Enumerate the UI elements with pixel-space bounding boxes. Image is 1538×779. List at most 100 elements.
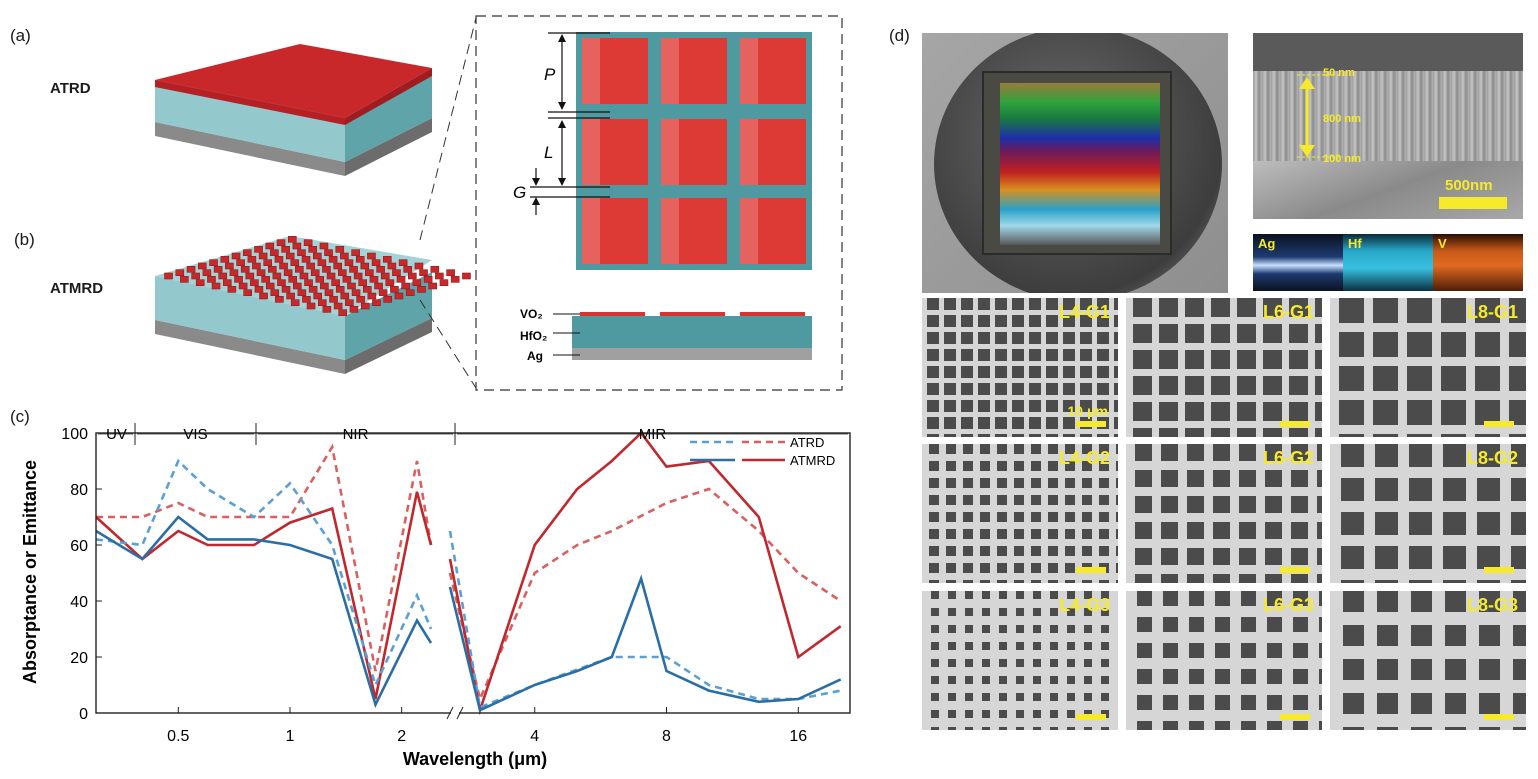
vo2-pillar	[435, 272, 444, 280]
eds-hf-map	[1343, 234, 1433, 291]
vo2-pillar	[356, 296, 365, 303]
sem-scale-bar	[1076, 567, 1106, 573]
x-tick-label: 0.5	[167, 728, 189, 745]
vo2-pillar	[276, 239, 286, 246]
vo2-pillar	[405, 289, 415, 296]
x-tick-label: 1	[286, 728, 295, 745]
vo2-pillar	[360, 262, 370, 270]
vo2-pillar	[211, 282, 221, 290]
eds-maps: Ag Hf V	[1253, 234, 1523, 291]
sem-tile-label: L4-G3	[1058, 595, 1110, 615]
sem-pattern	[1126, 444, 1322, 583]
vo2-pillar	[191, 272, 200, 280]
thickness-annotation	[1297, 74, 1507, 209]
vo2-segment-1	[580, 312, 645, 316]
vo2-pillar	[303, 239, 313, 246]
x-tick-label: 16	[789, 728, 807, 745]
vo2-pillar	[242, 249, 252, 256]
vo2-pillar	[324, 289, 334, 296]
vo2-pillar-array	[164, 236, 471, 316]
vo2-pillar	[396, 276, 406, 283]
vo2-pillar	[272, 272, 282, 280]
vo2-pillar	[372, 299, 381, 306]
sem-tile-label: L6-G1	[1262, 302, 1314, 322]
vo2-pillar	[281, 286, 291, 293]
sem-scale-bar	[1484, 714, 1514, 720]
unit-cell-highlight	[582, 119, 600, 185]
axis-break-gap	[451, 707, 459, 719]
vo2-pillar	[390, 286, 399, 293]
sem-tile-l8-g2: L8-G2	[1330, 444, 1526, 583]
sem-cross-section: 50 nm 800 nm 100 nm 500nm	[1253, 33, 1523, 219]
vo2-pillar	[175, 269, 185, 276]
vo2-pillar	[378, 289, 388, 296]
unit-cell-highlight	[661, 198, 679, 264]
substrate	[1253, 161, 1523, 219]
zoom-line-top	[419, 17, 477, 241]
vo2-pillar	[267, 266, 277, 273]
vo2-pillar	[288, 276, 298, 283]
vo2-pillar	[351, 249, 360, 256]
sem-scale-label: 10 μm	[1067, 403, 1108, 419]
series-line-2-0	[95, 458, 433, 689]
period-p-label: P	[544, 65, 556, 84]
sem-tile-label: L4-G1	[1058, 302, 1110, 322]
vo2-pillar	[401, 282, 410, 290]
sem-tile-l8-g1: L8-G1	[1330, 298, 1526, 437]
y-tick-label: 60	[70, 538, 88, 555]
vo2-pillar	[301, 256, 311, 263]
hfo2-layer	[572, 316, 812, 348]
vo2-pillar	[353, 272, 363, 280]
vo2-pillar	[315, 276, 325, 283]
series-line-2-1	[448, 530, 841, 710]
vo2-pillar	[412, 279, 422, 286]
sem-scale-bar	[1076, 714, 1106, 720]
ag-layer	[572, 348, 812, 360]
vo2-pillar	[281, 246, 290, 253]
vo2-pillar	[340, 252, 349, 260]
vo2-pillar	[304, 279, 313, 286]
unit-cell-highlight	[740, 119, 758, 185]
vo2-pillar	[376, 266, 385, 273]
vo2-pillar	[258, 252, 268, 260]
region-label-vis: VIS	[183, 426, 207, 443]
vo2-pillar	[423, 276, 433, 283]
vo2-pillar	[265, 282, 275, 290]
sem-tile-label: L6-G2	[1262, 448, 1314, 468]
vo2-pillar	[344, 259, 354, 266]
vo2-pillar	[259, 292, 268, 300]
cross-section-top	[1253, 33, 1523, 71]
unit-cell-highlight	[661, 119, 679, 185]
vo2-pillar	[186, 266, 196, 273]
sem-tile-l6-g3: L6-G3	[1126, 591, 1322, 730]
wafer-photo	[922, 33, 1228, 293]
vo2-pillar	[299, 272, 309, 280]
atmrd-slab-illustration	[155, 236, 471, 374]
vo2-pillar	[277, 279, 286, 286]
vo2-pillar	[229, 269, 239, 276]
vo2-pillar	[355, 256, 365, 263]
vo2-pillar	[234, 276, 243, 283]
vo2-pillar	[270, 289, 280, 296]
sem-tile-label: L4-G2	[1058, 448, 1110, 468]
sem-tile-l6-g2: L6-G2	[1126, 444, 1322, 583]
ag-label: Ag	[527, 349, 543, 363]
sem-scale-bar	[1484, 421, 1514, 427]
vo2-pillar	[180, 276, 189, 283]
vo2-pillar	[164, 272, 173, 280]
vo2-pillar	[292, 282, 302, 290]
vo2-pillar	[439, 279, 449, 286]
unit-cell-highlight	[740, 198, 758, 264]
vo2-pillar	[270, 249, 279, 256]
y-axis-label: Absorptance or Emittance	[20, 460, 40, 684]
scale-label-500nm: 500nm	[1445, 177, 1493, 194]
vo2-pillar	[374, 282, 383, 290]
x-tick-label: 8	[662, 728, 671, 745]
series-line-1-0	[95, 491, 433, 700]
sem-pattern	[1126, 298, 1322, 437]
vo2-pillar	[209, 259, 218, 266]
vo2-pillar	[367, 292, 377, 300]
region-label-nir: NIR	[343, 426, 369, 443]
sem-pattern	[1330, 298, 1526, 437]
hfo2-thickness-label: 800 nm	[1323, 113, 1361, 125]
